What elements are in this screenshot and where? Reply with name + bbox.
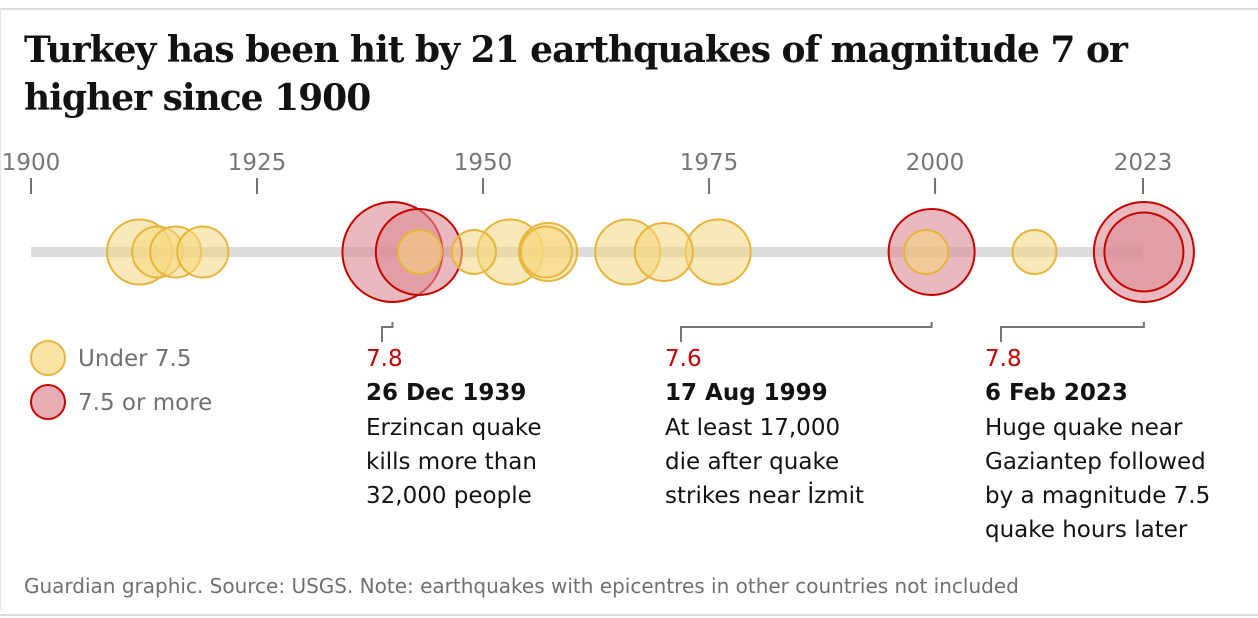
source-note: Guardian graphic. Source: USGS. Note: ea… (24, 574, 1019, 598)
quake-bubble-16 (396, 229, 443, 275)
annotations: 7.8 26 Dec 1939 Erzincan quake kills more t… (366, 322, 1210, 543)
quake-bubble-9 (684, 218, 752, 286)
left-rule (0, 8, 1, 610)
quake-bubbles (105, 201, 1195, 303)
tick-label-2023: 2023 (1114, 150, 1173, 176)
leader-line-3 (1000, 322, 1145, 342)
tick-label-1900: 1900 (2, 150, 61, 176)
annotation-text: At least 17,000 (665, 415, 840, 441)
legend-label-2: 7.5 or more (78, 390, 212, 416)
tick-label-2000: 2000 (906, 150, 965, 176)
legend-swatch-1 (30, 340, 66, 376)
quake-bubble-15 (519, 225, 573, 279)
annotation-magnitude: 7.8 (985, 346, 1022, 372)
leader-line-2 (680, 322, 933, 342)
leader-line-1 (381, 322, 394, 342)
quake-bubble-18 (903, 229, 950, 275)
tick-label-1975: 1975 (680, 150, 739, 176)
annotation-text: die after quake (665, 449, 839, 475)
annotation-date: 17 Aug 1999 (665, 380, 828, 406)
top-rule (0, 8, 1258, 10)
quake-bubble-11 (633, 222, 694, 282)
annotation-text: Huge quake near (985, 415, 1183, 441)
annotation-magnitude: 7.6 (665, 346, 702, 372)
legend-label-1: Under 7.5 (78, 346, 192, 372)
annotation-text: quake hours later (985, 517, 1188, 543)
annotation-text: by a magnitude 7.5 (985, 483, 1210, 509)
annotation-text: kills more than (366, 449, 537, 475)
annotation-text: Erzincan quake (366, 415, 542, 441)
annotation-text: Gaziantep followed (985, 449, 1206, 475)
tick-label-1950: 1950 (454, 150, 513, 176)
quake-bubble-19 (1011, 229, 1058, 275)
chart: 1900 1925 1950 1975 2000 2023 7.8 26 Dec 1939 E… (2, 150, 1211, 543)
chart-title: Turkey has been hit by 21 earthquakes of… (24, 29, 1128, 119)
annotation-text: strikes near İzmit (665, 481, 864, 509)
bottom-rule (0, 614, 1258, 616)
quake-bubble-5 (1103, 211, 1185, 293)
quake-bubble-14 (176, 225, 230, 279)
x-axis: 1900 1925 1950 1975 2000 2023 (2, 150, 1173, 194)
legend-swatch-2 (30, 384, 66, 420)
annotation-text: 32,000 people (366, 483, 532, 509)
annotation-date: 26 Dec 1939 (366, 380, 526, 406)
legend: Under 7.5 7.5 or more (30, 340, 212, 420)
annotation-magnitude: 7.8 (366, 346, 403, 372)
annotation-date: 6 Feb 2023 (985, 380, 1128, 406)
quake-bubble-17 (450, 229, 497, 275)
tick-label-1925: 1925 (228, 150, 287, 176)
